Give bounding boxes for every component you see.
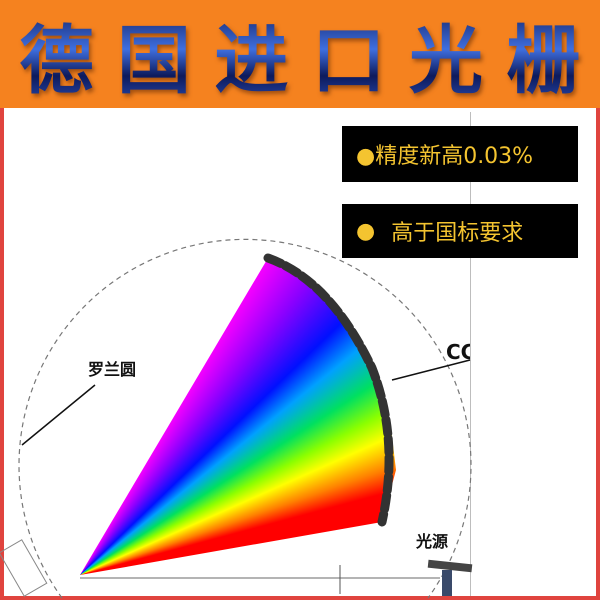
badge-text: 高于国标要求 (391, 221, 524, 246)
light-source-icon (427, 559, 473, 573)
divider-line (470, 112, 471, 596)
light-source-label: 光源 (416, 532, 449, 551)
header-banner: 德 国 进 口 光 栅 (0, 0, 600, 108)
ccd-detector-arc (263, 253, 394, 527)
rowland-circle (18, 238, 472, 599)
title-char: 光 (409, 1, 483, 108)
title-char: 进 (214, 1, 288, 108)
light-source-stand (442, 570, 452, 596)
ccd-pointer (391, 359, 471, 381)
rowland-pointer (21, 384, 96, 446)
title-char: 栅 (506, 1, 580, 108)
rowland-label: 罗兰圆 (88, 360, 137, 379)
title-char: 国 (117, 1, 191, 108)
precision-badge: ●精度新高0.03% (342, 126, 578, 182)
title-char: 德 (20, 1, 94, 108)
standard-badge: ● 高于国标要求 (342, 204, 578, 258)
badge-text: ●精度新高0.03% (356, 144, 534, 169)
bullet-icon: ● (356, 218, 376, 244)
title-char: 口 (312, 1, 386, 108)
grating-block (0, 539, 48, 597)
ccd-label: CC (446, 340, 476, 364)
content-frame (0, 108, 600, 600)
